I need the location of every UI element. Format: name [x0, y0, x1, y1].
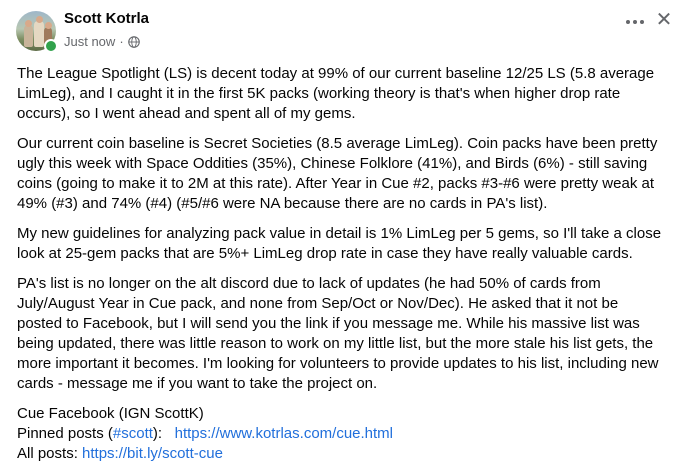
post-meta: Just now · — [64, 34, 140, 49]
avatar-figure — [34, 21, 44, 47]
author-name[interactable]: Scott Kotrla — [64, 10, 150, 27]
globe-icon[interactable] — [127, 35, 140, 48]
post-footer: Cue Facebook (IGN ScottK) Pinned posts (… — [17, 404, 667, 464]
post-paragraph: PA's list is no longer on the alt discor… — [17, 275, 659, 392]
meta-separator: · — [119, 34, 124, 49]
close-icon[interactable]: ✕ — [655, 9, 673, 31]
all-posts-label: All posts: — [17, 445, 83, 462]
post-paragraph: My new guidelines for analyzing pack val… — [17, 225, 662, 262]
pinned-posts-line: Pinned posts (#scott): https://www.kotrl… — [17, 424, 667, 444]
more-options-icon[interactable] — [620, 10, 650, 34]
post-paragraph: The League Spotlight (LS) is decent toda… — [17, 65, 655, 122]
cue-facebook-line: Cue Facebook (IGN ScottK) — [17, 405, 204, 422]
all-posts-line: All posts: https://bit.ly/scott-cue — [17, 444, 667, 464]
post-timestamp[interactable]: Just now — [64, 34, 116, 49]
avatar-figure-head — [45, 22, 52, 29]
avatar-figure-head — [25, 20, 32, 27]
pinned-close: ): — [152, 425, 163, 442]
avatar-figure-head — [36, 16, 43, 23]
avatar-figure — [24, 25, 33, 47]
post-body: The League Spotlight (LS) is decent toda… — [17, 64, 667, 464]
online-status-dot — [44, 39, 58, 53]
post-paragraph: Our current coin baseline is Secret Soci… — [17, 135, 658, 212]
avatar-figure — [44, 27, 52, 47]
avatar[interactable] — [16, 11, 56, 51]
pinned-posts-link[interactable]: https://www.kotrlas.com/cue.html — [174, 425, 394, 442]
pinned-label: Pinned posts ( — [17, 425, 113, 442]
all-posts-link[interactable]: https://bit.ly/scott-cue — [82, 445, 223, 462]
hashtag-link[interactable]: #scott — [112, 425, 153, 442]
